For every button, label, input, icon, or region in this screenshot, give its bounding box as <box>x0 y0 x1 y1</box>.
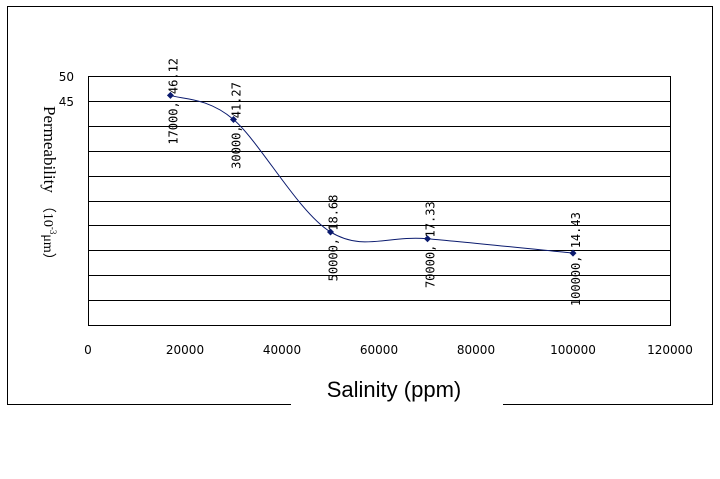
x-tick-label: 80000 <box>457 343 495 357</box>
data-point-marker <box>230 115 237 123</box>
data-label: 30000, 41.27 <box>230 82 244 169</box>
data-point-marker <box>166 91 174 99</box>
data-point-marker <box>569 249 577 257</box>
x-tick-label: 0 <box>84 343 92 357</box>
data-label: 70000, 17.33 <box>424 201 438 288</box>
y-axis-title: Permeability （10-3μm） <box>40 106 59 267</box>
x-axis-title: Salinity (ppm) <box>327 377 461 402</box>
y-axis-title-tail: μm） <box>40 234 56 266</box>
y-axis-title-exponent: -3 <box>48 227 58 235</box>
y-tick-label: 50 <box>59 70 74 84</box>
x-tick-label: 20000 <box>166 343 204 357</box>
x-axis-title-background <box>291 370 503 410</box>
svg-text:Permeability（10-3μm）: Permeability （10-3μm） <box>40 106 59 267</box>
y-axis-title-main: Permeability <box>40 106 59 193</box>
x-tick-label: 100000 <box>550 343 596 357</box>
gridlines <box>88 101 670 301</box>
y-axis-title-unit: （10 <box>40 199 56 227</box>
x-tick-label: 60000 <box>360 343 398 357</box>
series-markers <box>166 91 577 257</box>
x-axis-ticks: 0 20000 40000 60000 80000 100000 120000 <box>84 343 693 357</box>
data-label: 100000, 14.43 <box>569 212 583 306</box>
x-tick-label: 40000 <box>263 343 301 357</box>
y-axis-title-background <box>38 104 64 326</box>
data-point-marker <box>327 228 334 236</box>
data-label: 17000, 46.12 <box>166 58 180 145</box>
data-labels: 17000, 46.12 30000, 41.27 50000, 18.68 7000… <box>166 58 583 306</box>
data-point-marker <box>424 235 431 243</box>
x-tick-label: 120000 <box>647 343 693 357</box>
data-label: 50000, 18.68 <box>327 195 341 282</box>
